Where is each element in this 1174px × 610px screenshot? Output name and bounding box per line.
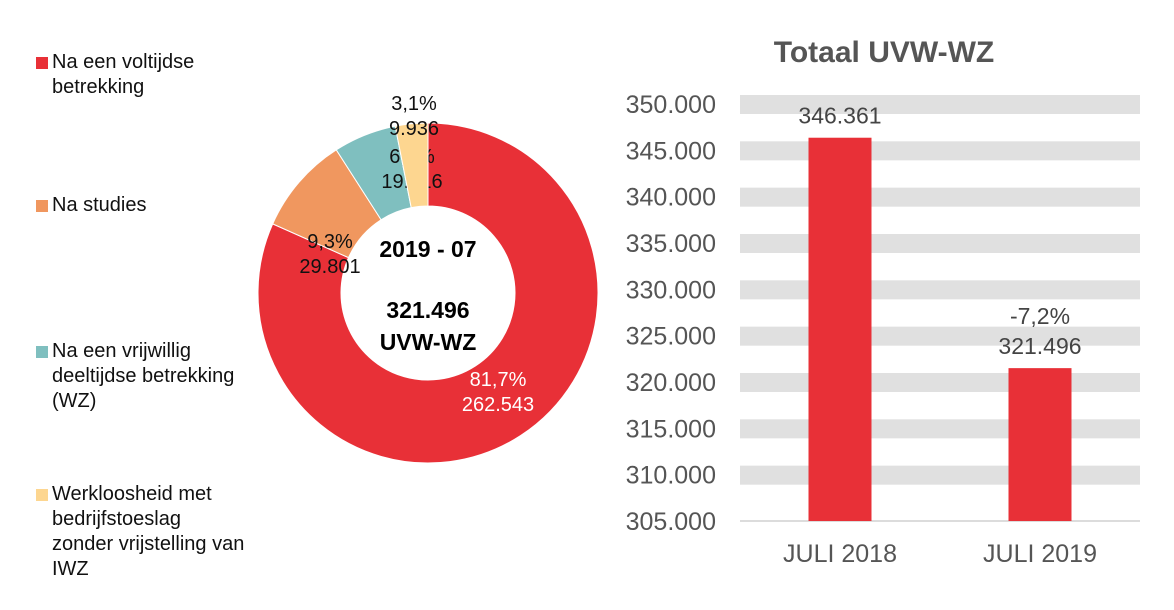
- slice-value-label: 262.543: [462, 394, 534, 416]
- y-tick-label: 335.000: [626, 230, 716, 258]
- legend-label: Na een voltijdse betrekking: [52, 51, 195, 98]
- legend-item: Na een vrijwillig deeltijdse betrekking …: [36, 339, 266, 414]
- y-tick-label: 320.000: [626, 369, 716, 397]
- x-tick-label: JULI 2018: [783, 540, 897, 568]
- donut-center-total: 321.496: [386, 297, 469, 323]
- slice-value-label: 29.801: [299, 256, 360, 278]
- y-tick-label: 330.000: [626, 276, 716, 304]
- donut-center-unit: UVW-WZ: [380, 329, 477, 355]
- y-tick-label: 325.000: [626, 323, 716, 351]
- gridline-band: [740, 141, 1140, 161]
- bar: [1008, 368, 1072, 521]
- bar: [808, 137, 872, 521]
- y-tick-label: 310.000: [626, 462, 716, 490]
- y-tick-label: 340.000: [626, 184, 716, 212]
- gridline-band: [740, 465, 1140, 485]
- slice-value-label: 9.936: [389, 118, 439, 140]
- legend-label: Na een vrijwillig deeltijdse betrekking …: [52, 340, 235, 412]
- legend-swatch: [36, 57, 48, 69]
- y-tick-label: 350.000: [626, 91, 716, 119]
- y-tick-label: 315.000: [626, 415, 716, 443]
- donut-center-period: 2019 - 07: [379, 236, 476, 262]
- gridline-band: [740, 280, 1140, 300]
- y-tick-label: 345.000: [626, 137, 716, 165]
- donut-chart: 81,7%262.5439,3%29.8016,0%19.2163,1%9.93…: [257, 93, 599, 464]
- legend-item: Werkloosheid met bedrijfstoeslag zonder …: [36, 482, 246, 582]
- x-tick-label: JULI 2019: [983, 540, 1097, 568]
- legend-label: Na studies: [52, 194, 147, 216]
- y-tick-label: 305.000: [626, 508, 716, 536]
- legend-item: Na een voltijdse betrekking: [36, 50, 226, 100]
- gridline-band: [740, 373, 1140, 392]
- legend-swatch: [36, 346, 48, 358]
- gridline-band: [740, 419, 1140, 439]
- slice-percent-label: 81,7%: [470, 369, 527, 391]
- gridline-band: [740, 95, 1140, 114]
- chart-title: Totaal UVW-WZ: [774, 36, 994, 69]
- legend-swatch: [36, 489, 48, 501]
- legend-swatch: [36, 200, 48, 212]
- bar-data-label: 321.496: [998, 333, 1081, 359]
- donut-slice: [257, 122, 599, 464]
- slice-percent-label: 9,3%: [307, 231, 353, 253]
- bar-data-label: -7,2%: [1010, 303, 1070, 329]
- bar-data-label: 346.361: [798, 103, 881, 129]
- legend-item: Na studies: [36, 193, 226, 218]
- slice-percent-label: 3,1%: [391, 93, 437, 115]
- gridline-band: [740, 234, 1140, 253]
- donut-slice: [394, 122, 429, 209]
- legend-label: Werkloosheid met bedrijfstoeslag zonder …: [52, 483, 245, 580]
- gridline-band: [740, 187, 1140, 207]
